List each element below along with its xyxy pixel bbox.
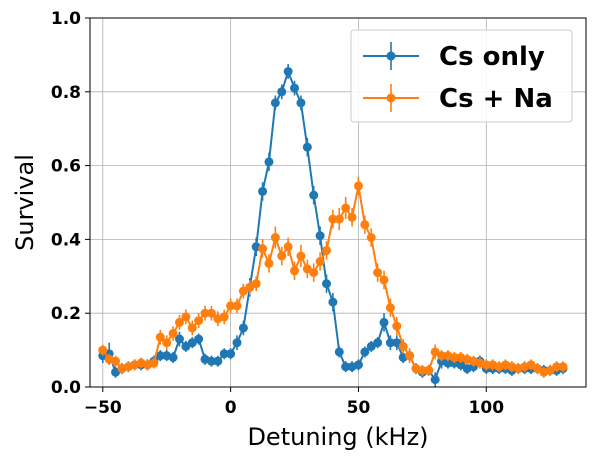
plot-frame	[89, 17, 587, 388]
data-point	[174, 317, 184, 327]
data-point	[174, 334, 184, 344]
data-point	[379, 275, 389, 285]
x-tick-label: 0	[225, 398, 237, 418]
legend-dot-cs-only	[386, 51, 396, 61]
data-point	[258, 186, 268, 196]
data-point	[155, 332, 165, 342]
data-point	[366, 233, 376, 243]
data-point	[283, 242, 293, 252]
data-point	[238, 323, 248, 333]
data-point	[309, 190, 319, 200]
data-point	[181, 312, 191, 322]
data-point	[328, 214, 338, 224]
x-tick-label: −50	[84, 398, 122, 418]
data-point	[264, 258, 274, 268]
data-point	[347, 212, 357, 222]
data-point	[385, 338, 395, 348]
data-point	[194, 316, 204, 326]
data-point	[264, 157, 274, 167]
data-point	[290, 83, 300, 93]
data-point	[200, 308, 210, 318]
data-point	[424, 365, 434, 375]
data-point	[373, 338, 383, 348]
data-point	[232, 338, 242, 348]
data-point	[168, 352, 178, 362]
data-point	[341, 362, 351, 372]
data-point	[315, 231, 325, 241]
series-layer	[98, 64, 568, 387]
data-point	[552, 362, 562, 372]
data-point	[258, 244, 268, 254]
data-point	[206, 356, 216, 366]
data-point	[149, 358, 159, 368]
data-point	[277, 87, 287, 97]
y-tick-label: 1.0	[51, 9, 81, 29]
y-axis-label: Survival	[11, 154, 39, 251]
legend: Cs only Cs + Na	[350, 29, 573, 123]
legend-label-cs-na: Cs + Na	[439, 84, 553, 114]
data-point	[296, 98, 306, 108]
data-point	[360, 347, 370, 357]
data-point	[398, 341, 408, 351]
series-1	[98, 176, 568, 378]
data-point	[168, 328, 178, 338]
data-point	[321, 245, 331, 255]
data-point	[373, 268, 383, 278]
data-point	[353, 360, 363, 370]
x-axis-label: Detuning (kHz)	[247, 423, 428, 451]
data-point	[98, 345, 108, 355]
data-point	[430, 375, 440, 385]
data-point	[379, 317, 389, 327]
data-point	[232, 301, 242, 311]
data-point	[558, 362, 568, 372]
data-point	[226, 301, 236, 311]
y-tick-label: 0.4	[51, 230, 81, 250]
data-point	[302, 142, 312, 152]
data-point	[296, 251, 306, 261]
data-point	[162, 338, 172, 348]
data-point	[290, 266, 300, 276]
data-point	[219, 349, 229, 359]
data-point	[206, 308, 216, 318]
data-point	[405, 351, 415, 361]
axis-ticks: −50 0 50 100 0.0 0.2 0.4 0.6 0.8 1.0	[51, 9, 504, 418]
data-point	[315, 257, 325, 267]
data-point	[277, 251, 287, 261]
data-point	[334, 214, 344, 224]
data-point	[283, 67, 293, 77]
data-point	[187, 323, 197, 333]
data-point	[270, 233, 280, 243]
data-point	[437, 351, 447, 361]
data-point	[328, 297, 338, 307]
data-point	[417, 365, 427, 375]
data-point	[385, 303, 395, 313]
data-point	[155, 351, 165, 361]
y-tick-label: 0.8	[51, 83, 81, 103]
legend-dot-cs-na	[386, 93, 396, 103]
data-point	[251, 279, 261, 289]
y-tick-label: 0.2	[51, 304, 81, 324]
y-tick-label: 0.0	[51, 378, 81, 398]
y-tick-label: 0.6	[51, 157, 81, 177]
data-point	[334, 347, 344, 357]
data-point	[219, 312, 229, 322]
data-point	[321, 279, 331, 289]
data-point	[392, 321, 402, 331]
legend-label-cs-only: Cs only	[439, 42, 545, 72]
data-point	[341, 203, 351, 213]
data-point	[481, 360, 491, 370]
data-point	[449, 352, 459, 362]
data-point	[111, 356, 121, 366]
data-point	[443, 358, 453, 368]
data-point	[270, 98, 280, 108]
x-tick-label: 100	[469, 398, 505, 418]
data-point	[194, 334, 204, 344]
x-tick-label: 50	[347, 398, 371, 418]
data-point	[309, 268, 319, 278]
data-point	[353, 181, 363, 191]
data-point	[360, 220, 370, 230]
data-point	[226, 349, 236, 359]
data-point	[213, 356, 223, 366]
